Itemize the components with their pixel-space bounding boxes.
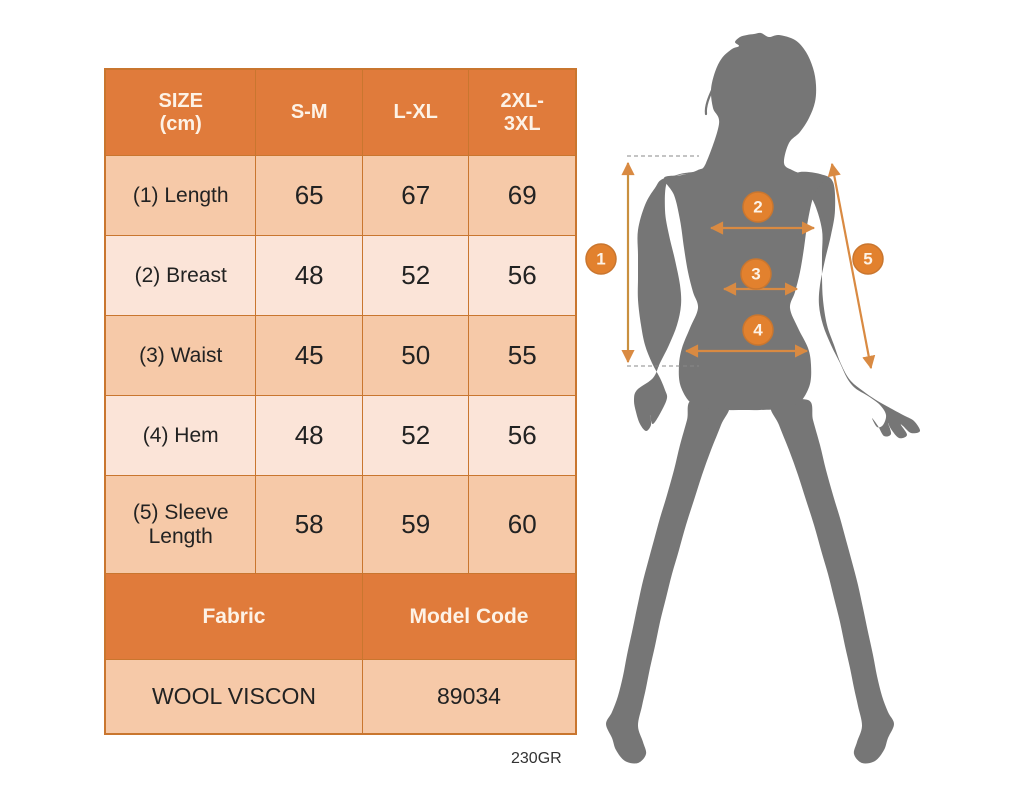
svg-text:1: 1 [596, 250, 605, 269]
svg-text:2: 2 [753, 198, 762, 217]
svg-text:3: 3 [751, 265, 760, 284]
svg-text:5: 5 [863, 250, 872, 269]
svg-text:4: 4 [753, 321, 763, 340]
